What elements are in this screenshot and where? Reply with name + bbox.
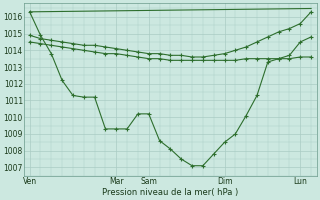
X-axis label: Pression niveau de la mer( hPa ): Pression niveau de la mer( hPa ) [102, 188, 238, 197]
